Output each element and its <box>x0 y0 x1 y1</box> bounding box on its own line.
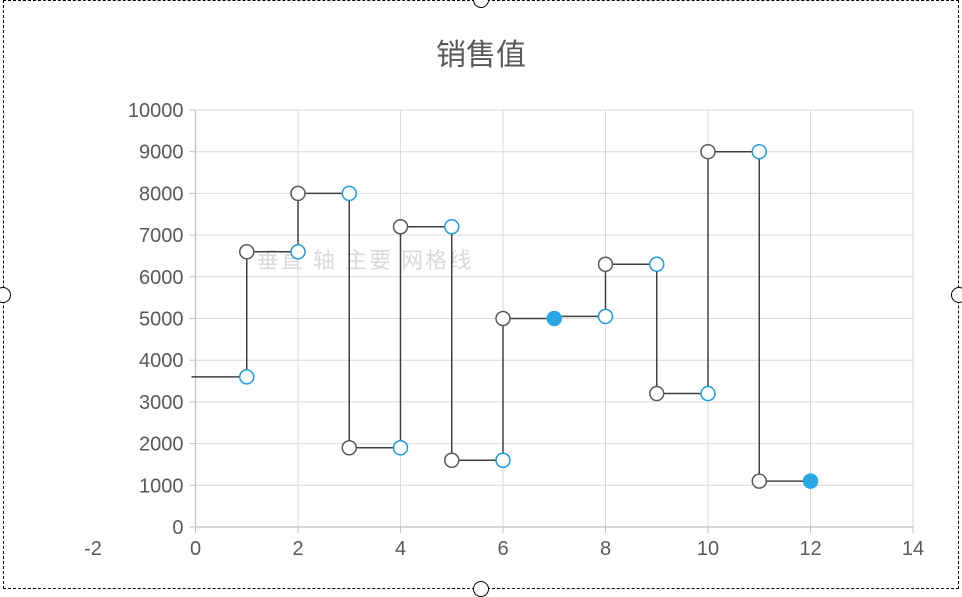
series-marker[interactable] <box>599 257 613 271</box>
y-axis-tick-label: 2000 <box>139 434 184 456</box>
y-axis-tick-label: 0 <box>172 517 183 539</box>
x-axis-tick-label: -2 <box>84 538 102 560</box>
series-marker[interactable] <box>650 257 664 271</box>
series-marker[interactable] <box>547 312 561 326</box>
chart-title[interactable]: 销售值 <box>0 30 962 74</box>
series-marker[interactable] <box>240 370 254 384</box>
y-axis-tick-label: 8000 <box>139 183 184 205</box>
resize-handle-bottom[interactable] <box>473 581 489 597</box>
series-marker[interactable] <box>701 145 715 159</box>
x-axis-tick-label: 14 <box>902 538 924 560</box>
series-marker[interactable] <box>291 186 305 200</box>
series-marker[interactable] <box>496 453 510 467</box>
series-marker[interactable] <box>599 309 613 323</box>
series-marker[interactable] <box>650 387 664 401</box>
series-marker[interactable] <box>240 245 254 259</box>
y-axis-tick-label: 7000 <box>139 225 184 247</box>
series-marker[interactable] <box>752 145 766 159</box>
series-marker[interactable] <box>291 245 305 259</box>
series-marker[interactable] <box>701 387 715 401</box>
y-axis-tick-label: 9000 <box>139 142 184 164</box>
series-marker[interactable] <box>752 474 766 488</box>
series-marker[interactable] <box>445 453 459 467</box>
x-axis-tick-label: 10 <box>697 538 719 560</box>
x-axis-tick-label: 2 <box>292 538 303 560</box>
series-marker[interactable] <box>342 186 356 200</box>
series-marker[interactable] <box>394 220 408 234</box>
y-axis-tick-label: 5000 <box>139 309 184 331</box>
x-axis-tick-label: 6 <box>497 538 508 560</box>
x-axis-tick-label: 8 <box>600 538 611 560</box>
x-axis-tick-label: 0 <box>190 538 201 560</box>
y-axis-tick-label: 3000 <box>139 392 184 414</box>
series-marker[interactable] <box>394 441 408 455</box>
y-axis-tick-label: 1000 <box>139 475 184 497</box>
resize-handle-right[interactable] <box>951 287 962 303</box>
y-axis-tick-label: 6000 <box>139 267 184 289</box>
series-marker[interactable] <box>342 441 356 455</box>
chart-plot-area[interactable]: 0100020003000400050006000700080009000100… <box>0 0 962 592</box>
series-marker[interactable] <box>804 474 818 488</box>
x-axis-tick-label: 12 <box>799 538 821 560</box>
x-axis-tick-label: 4 <box>395 538 406 560</box>
chart-object-container: 销售值 垂直 轴 主要 网格线 010002000300040005000600… <box>0 0 962 592</box>
series-marker[interactable] <box>496 312 510 326</box>
series-marker[interactable] <box>445 220 459 234</box>
y-axis-tick-label: 10000 <box>128 100 184 122</box>
y-axis-tick-label: 4000 <box>139 350 184 372</box>
